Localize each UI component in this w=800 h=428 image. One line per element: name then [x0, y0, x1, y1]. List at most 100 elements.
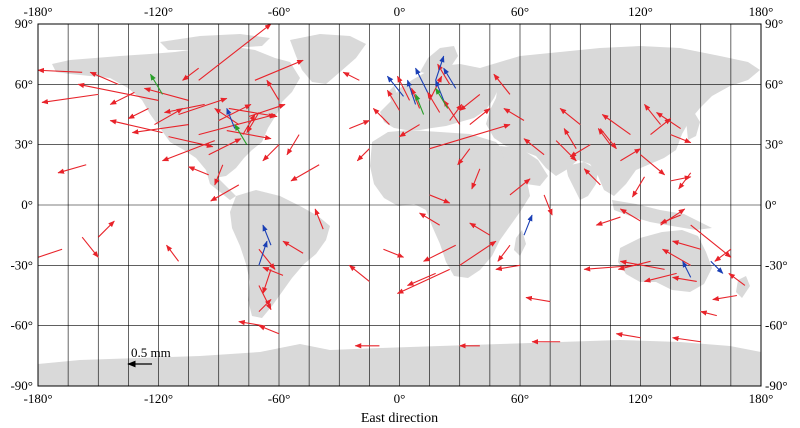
displacement-vector — [163, 103, 205, 114]
displacement-vector — [644, 103, 662, 125]
displacement-vector — [583, 168, 601, 186]
displacement-vector — [419, 212, 440, 226]
displacement-vector — [427, 91, 441, 113]
lat-label-right: -90° — [765, 378, 788, 393]
displacement-vector — [671, 240, 701, 250]
lon-label-top: -180° — [23, 4, 52, 19]
longitude-labels-top: -180° -120° -60° 0° 60° 120° 180° — [23, 4, 773, 19]
scale-label: 0.5 mm — [131, 345, 171, 360]
displacement-vector — [469, 108, 491, 125]
lon-label-top: 120° — [628, 4, 653, 19]
lat-label-left: 90° — [15, 16, 33, 31]
displacement-vector — [198, 24, 272, 81]
displacement-vector — [497, 244, 511, 262]
displacement-vector — [457, 148, 471, 166]
displacement-vector — [262, 269, 272, 295]
displacement-vector — [286, 134, 300, 156]
displacement-vector — [143, 87, 189, 101]
lat-label-left: 30° — [15, 137, 33, 152]
displacement-vector — [348, 264, 370, 282]
displacement-vector — [469, 222, 491, 236]
lon-label-top: 0° — [394, 4, 406, 19]
displacement-vector — [543, 194, 553, 216]
displacement-vector — [398, 124, 420, 138]
latitude-labels-left: 90° 60° 30° 0° -30° -60° -90° — [10, 16, 33, 393]
displacement-vector — [495, 264, 521, 271]
displacement-vector — [659, 214, 681, 224]
displacement-vector — [290, 164, 320, 182]
displacement-vector — [509, 178, 531, 196]
displacement-vector — [109, 91, 135, 105]
displacement-vector — [619, 259, 665, 270]
displacement-vector — [601, 114, 631, 136]
displacement-vector — [640, 154, 666, 176]
displacement-vector — [459, 93, 481, 111]
displacement-vector — [525, 295, 551, 303]
displacement-vector — [262, 144, 280, 162]
scale-reference: 0.5 mm — [127, 345, 171, 368]
lat-label-right: 90° — [765, 16, 783, 31]
arctic-islands-land — [160, 34, 270, 50]
australia-land — [618, 230, 712, 292]
displacement-vector — [161, 140, 215, 162]
displacement-vector — [342, 71, 360, 81]
displacement-vector — [386, 89, 400, 111]
displacement-vector — [435, 87, 449, 109]
lat-label-right: 30° — [765, 137, 783, 152]
graticule — [38, 24, 761, 386]
displacement-vector — [583, 264, 637, 272]
displacement-vector — [678, 172, 692, 190]
displacement-vector — [555, 140, 577, 162]
displacement-vector — [443, 99, 461, 125]
displacement-vector — [208, 138, 242, 156]
displacement-vector — [435, 55, 445, 81]
lon-label-bottom: 0° — [394, 391, 406, 406]
displacement-vector — [238, 320, 264, 327]
displacement-vector — [406, 79, 417, 105]
displacement-vector — [154, 107, 184, 126]
displacement-vector — [429, 123, 511, 150]
displacement-vector — [166, 244, 180, 262]
displacement-vector — [523, 214, 533, 236]
displacement-vector — [178, 97, 228, 116]
displacement-vector — [262, 224, 272, 246]
displacement-vector — [728, 272, 746, 286]
displacement-vector — [38, 248, 63, 258]
displacement-vector — [443, 67, 457, 89]
displacement-vector — [349, 120, 370, 130]
indonesia-land — [612, 200, 712, 230]
displacement-vector — [595, 216, 621, 226]
lat-label-right: -60° — [765, 318, 788, 333]
lat-label-right: 0° — [765, 197, 777, 212]
displacement-vector — [41, 93, 99, 105]
displacement-vector — [523, 138, 545, 156]
displacement-vector — [127, 107, 149, 120]
displacement-vector — [615, 332, 641, 339]
displacement-vector — [387, 75, 404, 97]
displacement-vector — [710, 260, 724, 274]
lat-label-right: 60° — [765, 76, 783, 91]
displacement-vector — [242, 113, 256, 135]
displacement-vector — [459, 240, 497, 266]
displacement-vector — [226, 107, 236, 129]
displacement-vector — [258, 325, 280, 335]
south-america-land — [230, 190, 330, 318]
greenland-land — [290, 34, 366, 84]
lat-label-right: -30° — [765, 257, 788, 272]
displacement-vector — [214, 164, 224, 186]
lat-label-left: 0° — [21, 197, 33, 212]
lat-label-left: -30° — [10, 257, 33, 272]
central-america-land — [206, 170, 236, 200]
displacement-vector — [258, 240, 268, 266]
lon-label-top: 60° — [511, 4, 529, 19]
lon-label-bottom: -60° — [268, 391, 291, 406]
displacement-vectors — [38, 24, 746, 349]
x-axis-title: East direction — [361, 411, 438, 426]
displacement-vector — [262, 266, 284, 276]
latitude-labels-right: 90° 60° 30° 0° -30° -60° -90° — [765, 16, 788, 393]
displacement-vector — [563, 128, 577, 149]
displacement-vector — [656, 112, 681, 130]
displacement-vector — [569, 144, 591, 158]
japan-land — [686, 112, 700, 140]
lon-label-bottom: -180° — [23, 391, 52, 406]
